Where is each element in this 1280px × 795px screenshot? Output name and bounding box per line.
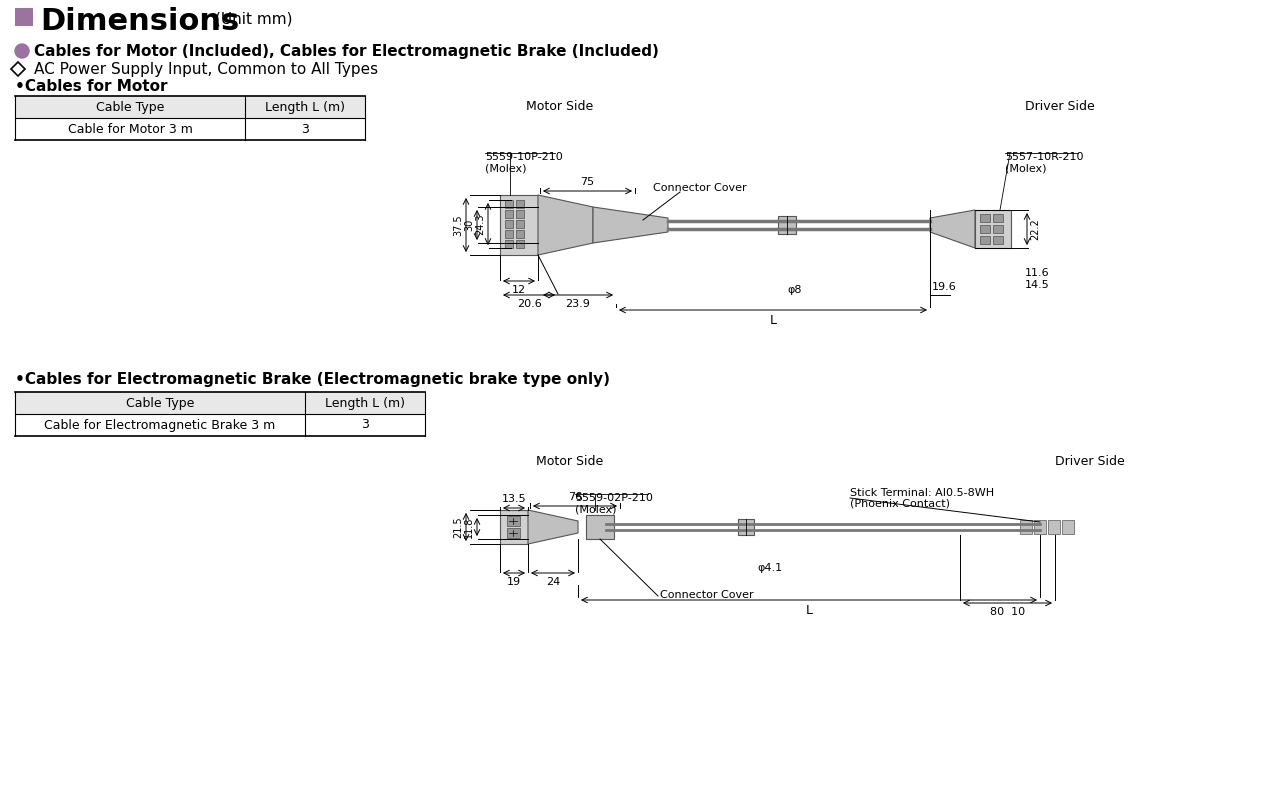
- Text: Cable for Motor 3 m: Cable for Motor 3 m: [68, 122, 192, 135]
- Bar: [739, 519, 754, 535]
- Text: Dimensions: Dimensions: [40, 7, 239, 36]
- Polygon shape: [538, 195, 593, 255]
- Text: 23.9: 23.9: [566, 299, 590, 309]
- Bar: [993, 214, 1004, 222]
- Text: Motor Side: Motor Side: [526, 100, 594, 113]
- Text: Cable for Electromagnetic Brake 3 m: Cable for Electromagnetic Brake 3 m: [45, 418, 275, 432]
- Text: 13.5: 13.5: [502, 494, 526, 504]
- Text: Length L (m): Length L (m): [325, 397, 404, 409]
- Text: 20.6: 20.6: [517, 299, 541, 309]
- Text: 11.8: 11.8: [465, 516, 474, 537]
- Bar: [516, 210, 524, 218]
- Bar: [15, 392, 425, 414]
- Text: 5557-10R-210: 5557-10R-210: [1005, 152, 1083, 162]
- Bar: [506, 200, 513, 208]
- Text: 24: 24: [545, 577, 561, 587]
- Text: (Molex): (Molex): [1005, 163, 1047, 173]
- Text: φ8: φ8: [787, 285, 803, 295]
- Text: Cable Type: Cable Type: [125, 397, 195, 409]
- Text: 75: 75: [580, 177, 595, 187]
- Text: Cable Type: Cable Type: [96, 100, 164, 114]
- Bar: [15, 8, 33, 26]
- Bar: [1062, 520, 1074, 534]
- Text: •Cables for Electromagnetic Brake (Electromagnetic brake type only): •Cables for Electromagnetic Brake (Elect…: [15, 372, 611, 387]
- Text: (Molex): (Molex): [575, 504, 617, 514]
- Bar: [506, 210, 513, 218]
- Bar: [506, 230, 513, 238]
- Text: Cables for Motor (Included), Cables for Electromagnetic Brake (Included): Cables for Motor (Included), Cables for …: [35, 44, 659, 59]
- Bar: [516, 220, 524, 228]
- Bar: [778, 216, 796, 234]
- Text: Driver Side: Driver Side: [1025, 100, 1094, 113]
- Text: •Cables for Motor: •Cables for Motor: [15, 79, 168, 94]
- Bar: [586, 515, 614, 539]
- Bar: [516, 200, 524, 208]
- Text: Length L (m): Length L (m): [265, 100, 346, 114]
- Text: L: L: [769, 314, 777, 327]
- Text: Connector Cover: Connector Cover: [660, 590, 754, 600]
- Circle shape: [15, 44, 29, 58]
- Bar: [500, 195, 538, 255]
- Bar: [500, 510, 529, 544]
- Text: Stick Terminal: AI0.5-8WH: Stick Terminal: AI0.5-8WH: [850, 488, 995, 498]
- Bar: [507, 516, 520, 526]
- Bar: [1034, 520, 1046, 534]
- Bar: [15, 96, 365, 118]
- Bar: [993, 225, 1004, 233]
- Bar: [516, 240, 524, 248]
- Text: 22.2: 22.2: [1030, 218, 1039, 240]
- Text: 11.6: 11.6: [1025, 268, 1050, 278]
- Bar: [1020, 520, 1032, 534]
- Bar: [975, 210, 1011, 248]
- Bar: [980, 225, 989, 233]
- Text: 37.5: 37.5: [453, 214, 463, 236]
- Text: AC Power Supply Input, Common to All Types: AC Power Supply Input, Common to All Typ…: [35, 62, 378, 77]
- Text: 3: 3: [301, 122, 308, 135]
- Bar: [993, 236, 1004, 244]
- Polygon shape: [931, 210, 975, 248]
- Text: 19: 19: [507, 577, 521, 587]
- Text: 24.3: 24.3: [475, 213, 485, 235]
- Text: 14.5: 14.5: [1025, 280, 1050, 290]
- Bar: [1048, 520, 1060, 534]
- Bar: [507, 528, 520, 538]
- Bar: [980, 214, 989, 222]
- Text: 80  10: 80 10: [989, 607, 1025, 617]
- Text: 5559-10P-210: 5559-10P-210: [485, 152, 563, 162]
- Text: 76: 76: [568, 492, 582, 502]
- Text: Connector Cover: Connector Cover: [653, 183, 746, 193]
- Text: φ4.1: φ4.1: [758, 563, 782, 573]
- Text: (Unit mm): (Unit mm): [215, 11, 293, 26]
- Text: L: L: [805, 604, 813, 617]
- Text: (Phoenix Contact): (Phoenix Contact): [850, 499, 950, 509]
- Text: Motor Side: Motor Side: [536, 455, 604, 468]
- Polygon shape: [529, 510, 579, 544]
- Polygon shape: [593, 207, 668, 243]
- Text: (Molex): (Molex): [485, 163, 526, 173]
- Text: 3: 3: [361, 418, 369, 432]
- Bar: [516, 230, 524, 238]
- Text: 19.6: 19.6: [932, 282, 956, 292]
- Text: 30: 30: [465, 219, 474, 231]
- Bar: [980, 236, 989, 244]
- Text: 5559-02P-210: 5559-02P-210: [575, 493, 653, 503]
- Text: 12: 12: [512, 285, 526, 295]
- Bar: [506, 220, 513, 228]
- Text: Driver Side: Driver Side: [1055, 455, 1125, 468]
- Bar: [506, 240, 513, 248]
- Text: 21.5: 21.5: [453, 516, 463, 537]
